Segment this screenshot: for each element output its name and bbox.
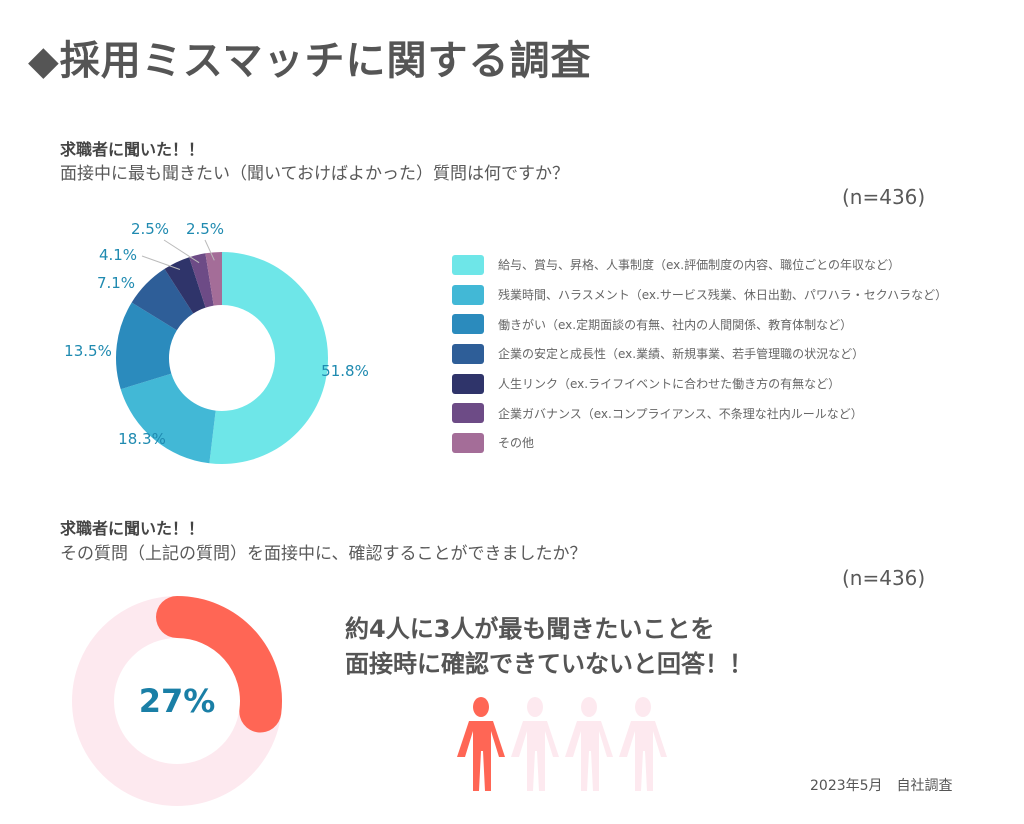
chart-legend: 給与、賞与、昇格、人事制度（ex.評価制度の内容、職位ごとの年収など） 残業時間、… bbox=[452, 250, 947, 458]
donut-slice bbox=[115, 302, 177, 390]
legend-label: 残業時間、ハラスメント（ex.サービス残業、休日出勤、パワハラ・セクハラなど） bbox=[498, 288, 948, 303]
legend-label: その他 bbox=[498, 436, 535, 451]
slice-label: 13.5% bbox=[64, 342, 112, 360]
section2-sample-size: (n=436) bbox=[842, 566, 926, 590]
person-icon bbox=[509, 697, 561, 797]
slice-label: 7.1% bbox=[97, 274, 135, 292]
legend-label: 働きがい（ex.定期面談の有無、社内の人間関係、教育体制など） bbox=[498, 317, 853, 332]
legend-swatch bbox=[452, 432, 484, 453]
leader-line bbox=[204, 239, 215, 261]
donut-slice bbox=[131, 268, 194, 331]
footer-source: 2023年5月 自社調査 bbox=[810, 778, 953, 794]
percent-label: 27% bbox=[138, 682, 216, 720]
people-icons bbox=[455, 697, 669, 797]
legend-item: その他 bbox=[452, 428, 947, 458]
section1-heading: 求職者に聞いた！！ bbox=[60, 140, 205, 159]
slice-label: 2.5% bbox=[186, 220, 224, 238]
page-title: ◆採用ミスマッチに関する調査 bbox=[28, 38, 592, 84]
legend-item: 残業時間、ハラスメント（ex.サービス残業、休日出勤、パワハラ・セクハラなど） bbox=[452, 280, 947, 310]
person-icon bbox=[455, 697, 507, 797]
legend-swatch bbox=[452, 403, 484, 424]
legend-item: 人生リンク（ex.ライフイベントに合わせた働き方の有無など） bbox=[452, 369, 947, 399]
legend-item: 給与、賞与、昇格、人事制度（ex.評価制度の内容、職位ごとの年収など） bbox=[452, 250, 947, 280]
legend-item: 企業ガバナンス（ex.コンプライアンス、不条理な社内ルールなど） bbox=[452, 398, 947, 428]
person-icon bbox=[617, 697, 669, 797]
legend-swatch bbox=[452, 254, 484, 275]
donut-slice bbox=[189, 253, 214, 308]
leader-line bbox=[163, 239, 200, 264]
slice-label: 2.5% bbox=[131, 220, 169, 238]
legend-label: 給与、賞与、昇格、人事制度（ex.評価制度の内容、職位ごとの年収など） bbox=[498, 258, 900, 273]
donut-chart: 51.8% 18.3% 13.5% 7.1% 4.1% 2.5% 2.5% bbox=[64, 220, 369, 464]
legend-label: 企業の安定と成長性（ex.業績、新規事業、若手管理職の状況など） bbox=[498, 347, 865, 362]
message-line1: 約4人に3人が最も聞きたいことを bbox=[345, 615, 715, 643]
donut-slice bbox=[120, 373, 216, 464]
message-line2: 面接時に確認できていないと回答！！ bbox=[345, 650, 753, 678]
section2-question: その質問（上記の質問）を面接中に、確認することができましたか？ bbox=[60, 544, 587, 564]
slice-label: 51.8% bbox=[321, 362, 369, 380]
slice-label: 4.1% bbox=[99, 246, 137, 264]
section1-question: 面接中に最も聞きたい（聞いておけばよかった）質問は何ですか？ bbox=[60, 164, 569, 184]
legend-swatch bbox=[452, 373, 484, 394]
legend-label: 人生リンク（ex.ライフイベントに合わせた働き方の有無など） bbox=[498, 377, 841, 392]
donut-slice bbox=[205, 252, 222, 306]
donut-slice bbox=[164, 257, 206, 314]
legend-item: 働きがい（ex.定期面談の有無、社内の人間関係、教育体制など） bbox=[452, 309, 947, 339]
leader-line bbox=[141, 255, 181, 270]
section1-sample-size: (n=436) bbox=[842, 185, 926, 209]
donut-slice bbox=[209, 252, 328, 464]
legend-swatch bbox=[452, 343, 484, 364]
legend-item: 企業の安定と成長性（ex.業績、新規事業、若手管理職の状況など） bbox=[452, 339, 947, 369]
section2-heading: 求職者に聞いた！！ bbox=[60, 519, 205, 538]
slice-label: 18.3% bbox=[118, 430, 166, 448]
ring-arc bbox=[156, 596, 282, 733]
person-icon bbox=[563, 697, 615, 797]
legend-swatch bbox=[452, 284, 484, 305]
legend-swatch bbox=[452, 314, 484, 335]
legend-label: 企業ガバナンス（ex.コンプライアンス、不条理な社内ルールなど） bbox=[498, 406, 863, 421]
percent-ring bbox=[72, 596, 282, 806]
